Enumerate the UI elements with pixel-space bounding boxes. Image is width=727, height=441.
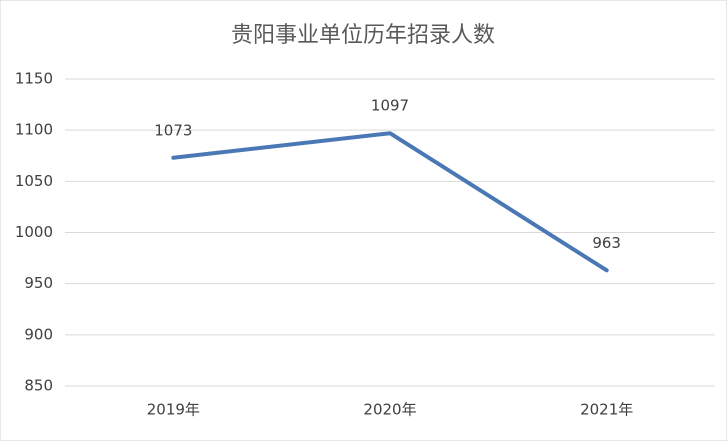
x-tick-label: 2019年: [147, 401, 200, 419]
data-label: 963: [592, 234, 621, 252]
y-tick-label: 1000: [15, 223, 53, 241]
line-series: [171, 131, 609, 273]
y-tick-label: 900: [24, 325, 53, 343]
x-tick-label: 2020年: [363, 401, 416, 419]
x-tick-label: 2021年: [580, 401, 633, 419]
chart-title: 贵阳事业单位历年招录人数: [231, 23, 495, 48]
y-tick-label: 1050: [15, 172, 53, 190]
y-tick-label: 1150: [15, 70, 53, 88]
y-tick-label: 950: [24, 274, 53, 292]
y-tick-label: 1100: [15, 121, 53, 139]
data-label: 1073: [154, 121, 192, 139]
data-label: 1097: [371, 97, 409, 115]
y-tick-label: 850: [24, 377, 53, 395]
